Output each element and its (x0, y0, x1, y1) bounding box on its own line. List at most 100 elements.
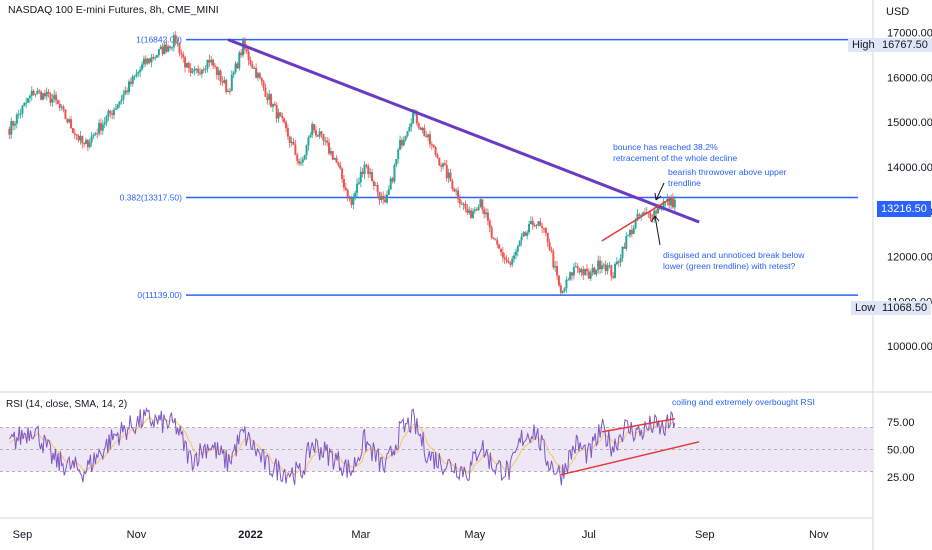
note-throwover-2: trendline (668, 178, 701, 188)
candle-body (103, 122, 106, 125)
candle-body (83, 143, 86, 145)
candle-body (380, 195, 383, 200)
candle-body (70, 119, 73, 129)
candle-body (200, 69, 203, 75)
candle-body (288, 136, 291, 143)
candle-body (341, 168, 344, 180)
candle-body (55, 94, 58, 101)
candle-body (184, 57, 187, 68)
candle-body (213, 65, 216, 67)
candle-body (432, 144, 435, 147)
candle-body (298, 161, 301, 164)
time-tick-label: Sep (13, 529, 33, 541)
candle-body (331, 151, 334, 160)
candle-body (268, 93, 271, 100)
candle-body (447, 172, 450, 179)
candle-body (27, 98, 30, 103)
candle-body (541, 225, 544, 229)
candle-body (230, 74, 233, 91)
candle-body (34, 93, 37, 95)
candle-body (376, 185, 379, 192)
time-tick-label: Nov (809, 529, 829, 541)
candle-body (172, 35, 175, 48)
candle-body (513, 255, 516, 259)
candle-body (518, 240, 521, 247)
candle-body (423, 127, 426, 137)
candle-body (96, 133, 99, 135)
note-break-2: lower (green trendline) with retest? (663, 261, 796, 271)
candle-body (614, 264, 617, 278)
candle-body (318, 131, 321, 137)
candle-body (142, 58, 145, 65)
candle-body (361, 171, 364, 175)
candle-body (154, 57, 157, 59)
candle-body (316, 135, 319, 137)
candle-body (552, 251, 555, 268)
candle-body (202, 69, 205, 71)
candle-body (10, 121, 13, 135)
candle-body (378, 191, 381, 200)
candle-body (326, 140, 329, 143)
rsi-trendline (601, 417, 675, 433)
candle-body (460, 203, 463, 205)
candle-body (191, 71, 194, 73)
candle-body (365, 164, 368, 167)
candle-body (522, 232, 525, 237)
candle-body (408, 126, 411, 132)
candle-body (299, 162, 302, 164)
candle-body (161, 46, 164, 55)
candle-body (116, 104, 119, 109)
candle-body (395, 159, 398, 166)
candle-body (548, 242, 551, 250)
low-tag: Low (851, 301, 880, 315)
candle-body (455, 190, 458, 192)
candle-body (434, 146, 437, 155)
candle-body (311, 123, 314, 136)
candle-body (490, 227, 493, 238)
candle-body (389, 178, 392, 190)
candle-body (585, 268, 588, 272)
candle-body (428, 134, 431, 145)
candle-body (174, 35, 177, 43)
candle-body (294, 144, 297, 155)
candle-body (556, 266, 559, 276)
candle-body (118, 101, 121, 105)
candle-body (436, 154, 439, 158)
price-tick-label: 10000.00 (887, 341, 932, 353)
candle-body (638, 214, 641, 216)
candle-body (305, 145, 308, 156)
candle-body (481, 199, 484, 210)
candle-body (339, 165, 342, 169)
candle-body (187, 62, 190, 69)
candle-body (496, 240, 499, 245)
candle-body (346, 189, 349, 199)
arrow-throwover (655, 182, 665, 201)
candle-body (479, 199, 482, 208)
candle-body (303, 155, 306, 160)
candle-body (494, 238, 497, 241)
candle-body (485, 212, 488, 215)
candle-body (453, 188, 456, 192)
currency-label: USD (886, 6, 910, 18)
candle-body (64, 109, 67, 119)
time-tick-label: Jul (582, 529, 596, 541)
candle-body (528, 224, 531, 233)
note-rsi: coiling and extremely overbought RSI (672, 397, 815, 407)
candle-body (139, 69, 142, 73)
candle-body (165, 44, 168, 52)
candle-body (32, 90, 35, 95)
candle-body (182, 54, 185, 58)
candle-body (223, 79, 226, 83)
candle-body (114, 108, 117, 110)
candle-body (400, 139, 403, 146)
time-tick-label: Mar (351, 529, 370, 541)
candle-body (531, 220, 534, 226)
candle-body (49, 93, 52, 103)
candle-body (595, 269, 598, 275)
candle-body (25, 102, 28, 104)
candle-body (105, 116, 108, 123)
candle-body (84, 139, 87, 145)
candle-body (208, 59, 211, 63)
candle-body (290, 141, 293, 143)
